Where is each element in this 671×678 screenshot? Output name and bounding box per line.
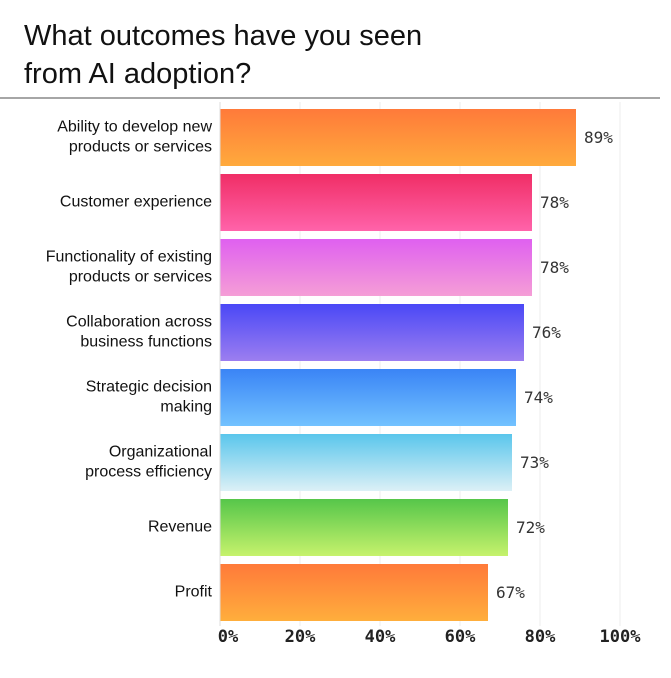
bar: [220, 109, 576, 166]
x-tick-label: 0%: [218, 627, 239, 647]
x-tick-label: 60%: [445, 627, 476, 647]
value-label: 74%: [524, 388, 553, 407]
bar: [220, 434, 512, 491]
value-label: 73%: [520, 453, 549, 472]
bar: [220, 369, 516, 426]
x-tick-label: 80%: [525, 627, 556, 647]
x-tick-label: 100%: [600, 627, 642, 647]
bar: [220, 564, 488, 621]
bar: [220, 499, 508, 556]
category-label: Revenue: [148, 519, 212, 536]
category-label: products or services: [69, 269, 212, 286]
category-label: Collaboration across: [66, 314, 212, 331]
value-label: 72%: [516, 518, 545, 537]
category-label: Functionality of existing: [46, 249, 212, 266]
x-tick-label: 20%: [285, 627, 316, 647]
category-label: Customer experience: [60, 194, 212, 211]
category-label: products or services: [69, 139, 212, 156]
value-label: 89%: [584, 128, 613, 147]
bar: [220, 174, 532, 231]
category-label: Strategic decision: [86, 379, 212, 396]
bar: [220, 239, 532, 296]
chart-title: What outcomes have you seen: [24, 20, 422, 52]
category-label: making: [160, 399, 212, 416]
value-label: 76%: [532, 323, 561, 342]
category-label: Profit: [175, 584, 213, 601]
category-label: Organizational: [109, 444, 212, 461]
x-tick-label: 40%: [365, 627, 396, 647]
value-label: 78%: [540, 258, 569, 277]
category-label: business functions: [80, 334, 212, 351]
value-label: 78%: [540, 193, 569, 212]
category-label: Ability to develop new: [57, 119, 212, 136]
chart-title: from AI adoption?: [24, 58, 251, 90]
category-label: process efficiency: [85, 464, 212, 481]
value-label: 67%: [496, 583, 525, 602]
bar: [220, 304, 524, 361]
